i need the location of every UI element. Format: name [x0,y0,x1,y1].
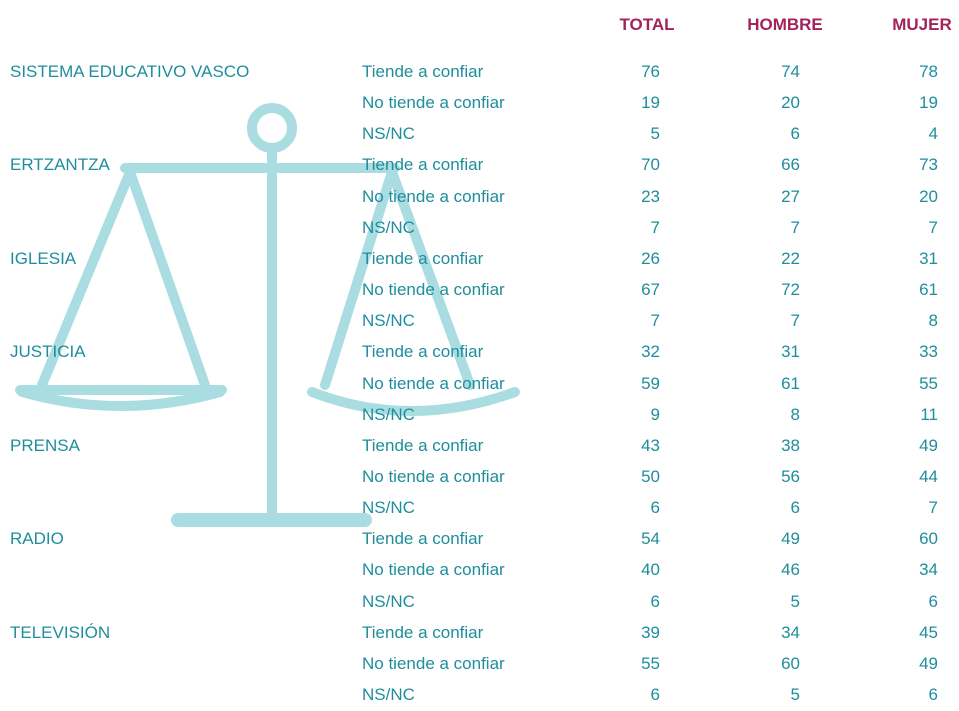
row-label: No tiende a confiar [362,467,505,487]
cell-value: 31 [878,249,938,269]
cell-value: 6 [878,685,938,705]
cell-value: 55 [878,374,938,394]
group-name: IGLESIA [10,249,76,269]
cell-value: 43 [600,436,660,456]
cell-value: 49 [878,654,938,674]
cell-value: 60 [878,529,938,549]
cell-value: 49 [878,436,938,456]
cell-value: 59 [600,374,660,394]
row-label: NS/NC [362,405,415,425]
cell-value: 34 [878,560,938,580]
cell-value: 40 [600,560,660,580]
cell-value: 7 [740,218,800,238]
column-header: MUJER [862,15,959,35]
cell-value: 70 [600,155,660,175]
cell-value: 49 [740,529,800,549]
cell-value: 19 [600,93,660,113]
cell-value: 6 [878,592,938,612]
cell-value: 72 [740,280,800,300]
cell-value: 6 [740,498,800,518]
cell-value: 5 [740,685,800,705]
cell-value: 4 [878,124,938,144]
cell-value: 19 [878,93,938,113]
group-name: SISTEMA EDUCATIVO VASCO [10,62,249,82]
cell-value: 7 [600,311,660,331]
cell-value: 55 [600,654,660,674]
cell-value: 31 [740,342,800,362]
cell-value: 22 [740,249,800,269]
row-label: No tiende a confiar [362,280,505,300]
row-label: NS/NC [362,218,415,238]
cell-value: 39 [600,623,660,643]
cell-value: 27 [740,187,800,207]
cell-value: 20 [740,93,800,113]
cell-value: 7 [878,498,938,518]
cell-value: 56 [740,467,800,487]
cell-value: 26 [600,249,660,269]
group-name: RADIO [10,529,64,549]
cell-value: 9 [600,405,660,425]
cell-value: 8 [878,311,938,331]
row-label: No tiende a confiar [362,93,505,113]
cell-value: 5 [600,124,660,144]
group-name: PRENSA [10,436,80,456]
cell-value: 50 [600,467,660,487]
row-label: NS/NC [362,311,415,331]
cell-value: 54 [600,529,660,549]
cell-value: 66 [740,155,800,175]
cell-value: 6 [600,498,660,518]
cell-value: 6 [600,685,660,705]
cell-value: 20 [878,187,938,207]
page: TOTAL HOMBRE MUJER SISTEMA EDUCATIVO VASCO T… [0,0,959,711]
row-label: Tiende a confiar [362,249,483,269]
cell-value: 44 [878,467,938,487]
row-label: Tiende a confiar [362,155,483,175]
cell-value: 5 [740,592,800,612]
row-label: No tiende a confiar [362,654,505,674]
group-name: JUSTICIA [10,342,86,362]
cell-value: 6 [600,592,660,612]
row-label: Tiende a confiar [362,623,483,643]
cell-value: 11 [878,405,938,425]
cell-value: 73 [878,155,938,175]
cell-value: 7 [600,218,660,238]
cell-value: 67 [600,280,660,300]
row-label: NS/NC [362,498,415,518]
cell-value: 60 [740,654,800,674]
row-label: Tiende a confiar [362,62,483,82]
group-name: ERTZANTZA [10,155,110,175]
row-label: No tiende a confiar [362,560,505,580]
cell-value: 33 [878,342,938,362]
cell-value: 8 [740,405,800,425]
cell-value: 32 [600,342,660,362]
group-name: TELEVISIÓN [10,623,110,643]
cell-value: 45 [878,623,938,643]
row-label: Tiende a confiar [362,342,483,362]
column-header: HOMBRE [725,15,845,35]
cell-value: 46 [740,560,800,580]
column-header: TOTAL [587,15,707,35]
row-label: NS/NC [362,592,415,612]
cell-value: 76 [600,62,660,82]
cell-value: 6 [740,124,800,144]
cell-value: 7 [740,311,800,331]
row-label: NS/NC [362,124,415,144]
cell-value: 74 [740,62,800,82]
cell-value: 34 [740,623,800,643]
cell-value: 61 [740,374,800,394]
cell-value: 7 [878,218,938,238]
cell-value: 78 [878,62,938,82]
cell-value: 61 [878,280,938,300]
cell-value: 38 [740,436,800,456]
row-label: NS/NC [362,685,415,705]
row-label: No tiende a confiar [362,187,505,207]
row-label: Tiende a confiar [362,529,483,549]
row-label: No tiende a confiar [362,374,505,394]
row-label: Tiende a confiar [362,436,483,456]
cell-value: 23 [600,187,660,207]
